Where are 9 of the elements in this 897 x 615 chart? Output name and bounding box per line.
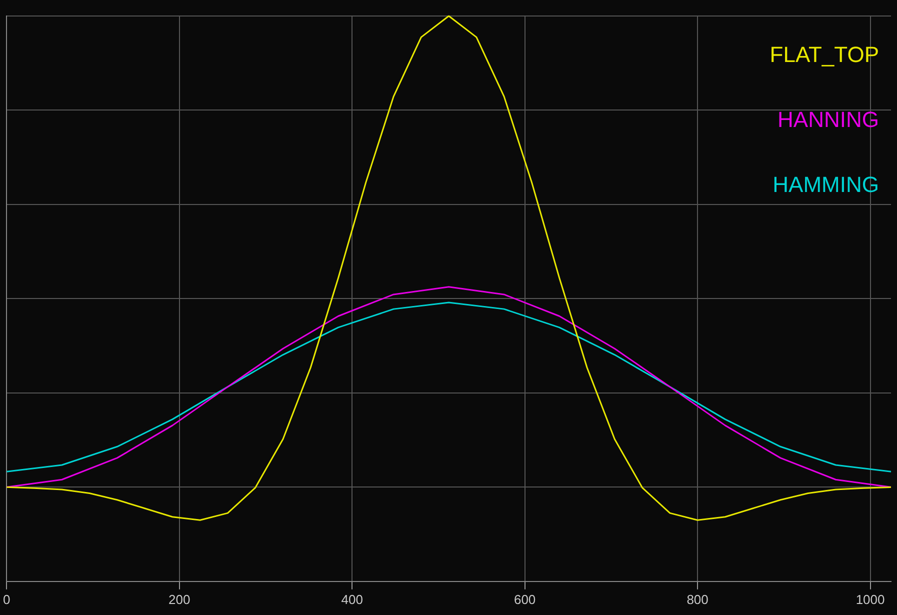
x-tick-label: 200 — [168, 592, 190, 607]
x-tick-label: 400 — [341, 592, 363, 607]
x-tick-label: 1000 — [856, 592, 885, 607]
text: HANNING — [778, 107, 879, 132]
x-tick-label: 800 — [686, 592, 708, 607]
x-tick-label: 0 — [3, 592, 10, 607]
text: FLAT_TOP — [770, 42, 879, 68]
text: HAMMING — [772, 172, 879, 198]
x-tick-label: 600 — [514, 592, 536, 607]
